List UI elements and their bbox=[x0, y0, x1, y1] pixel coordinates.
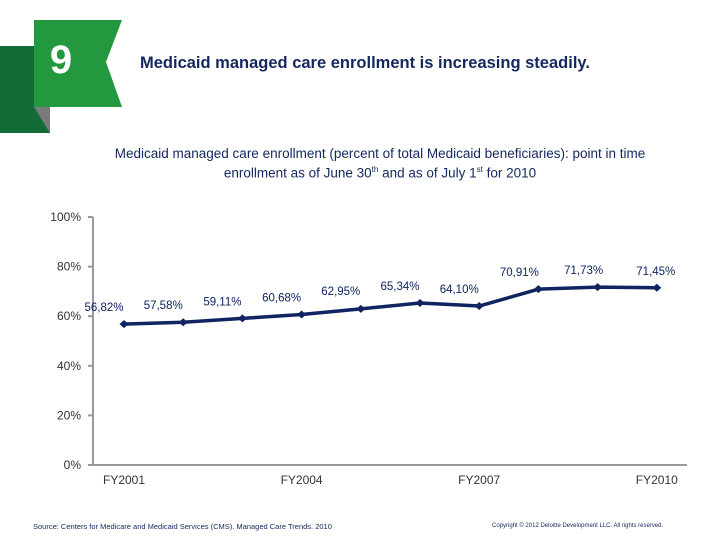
data-point bbox=[415, 298, 425, 307]
data-label: 62,95% bbox=[321, 286, 360, 298]
data-label: 71,73% bbox=[564, 265, 603, 277]
y-tick-label: 80% bbox=[57, 260, 81, 274]
data-point bbox=[533, 285, 543, 294]
data-point bbox=[356, 304, 366, 313]
y-tick-label: 100% bbox=[50, 210, 81, 224]
y-tick-label: 20% bbox=[57, 408, 81, 422]
subtitle-line-2: enrollment as of June 30th and as of Jul… bbox=[70, 162, 690, 182]
data-point bbox=[474, 302, 484, 311]
y-tick-label: 60% bbox=[57, 309, 81, 323]
data-label: 59,11% bbox=[203, 296, 241, 308]
copyright-note: Copyright © 2012 Deloitte Development LL… bbox=[492, 523, 664, 529]
x-tick-label: FY2010 bbox=[636, 473, 678, 487]
green-flag bbox=[34, 20, 122, 107]
subtitle-text: enrollment as of June 30 bbox=[223, 165, 372, 181]
fold-shadow bbox=[34, 107, 50, 133]
subtitle-sup: st bbox=[476, 165, 483, 174]
chart-subtitle: Medicaid managed care enrollment (percen… bbox=[70, 146, 690, 182]
series-line bbox=[123, 285, 657, 326]
x-tick-label: FY2001 bbox=[103, 473, 145, 487]
data-label: 56,82% bbox=[84, 302, 123, 314]
data-point bbox=[652, 283, 662, 292]
subtitle-text: for 2010 bbox=[482, 165, 537, 181]
headline: Medicaid managed care enrollment is incr… bbox=[140, 54, 590, 72]
slide-number-banner bbox=[0, 20, 122, 133]
x-tick-label: FY2007 bbox=[458, 473, 500, 487]
data-label: 70,91% bbox=[500, 267, 539, 279]
data-label: 64,10% bbox=[440, 284, 479, 296]
slide-number: 9 bbox=[49, 38, 73, 82]
subtitle-sup: th bbox=[371, 165, 379, 174]
y-tick-label: 40% bbox=[57, 359, 81, 373]
data-point bbox=[297, 310, 307, 319]
source-note: Source: Centers for Medicare and Medicai… bbox=[33, 522, 332, 531]
y-tick-label: 0% bbox=[64, 458, 82, 472]
data-label: 65,34% bbox=[380, 281, 419, 293]
x-tick-label: FY2004 bbox=[281, 473, 323, 487]
data-point bbox=[237, 314, 247, 323]
data-label: 60,68% bbox=[262, 293, 301, 305]
data-label: 71,45% bbox=[636, 266, 675, 278]
data-point bbox=[178, 318, 188, 327]
data-point bbox=[593, 283, 603, 292]
data-label: 57,58% bbox=[144, 300, 183, 312]
subtitle-line-1: Medicaid managed care enrollment (percen… bbox=[114, 146, 646, 161]
subtitle-text: and as of July 1 bbox=[378, 165, 477, 181]
data-point bbox=[119, 320, 129, 329]
